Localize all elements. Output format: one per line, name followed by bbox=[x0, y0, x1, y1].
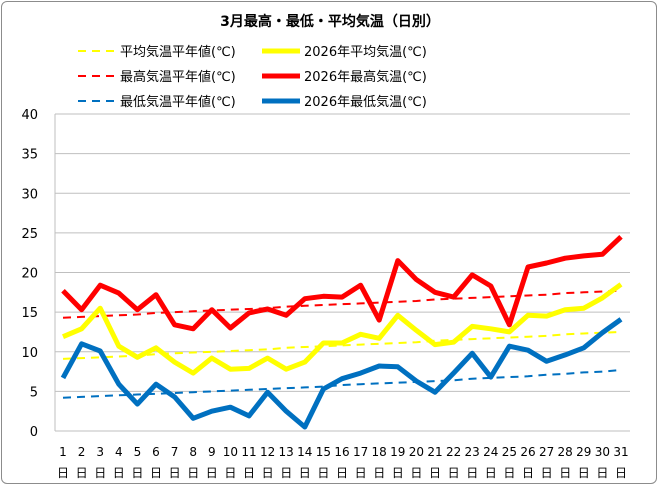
x-tick-label: 24 bbox=[483, 445, 498, 459]
x-tick-label: 26 bbox=[520, 445, 535, 459]
x-tick-label: 18 bbox=[372, 445, 387, 459]
x-tick-suffix: 日 bbox=[596, 466, 608, 480]
x-tick-label: 22 bbox=[446, 445, 461, 459]
x-tick-label: 10 bbox=[223, 445, 238, 459]
legend-label: 2026年最低気温(℃) bbox=[304, 94, 427, 110]
x-tick-suffix: 日 bbox=[280, 466, 292, 480]
x-tick-label: 8 bbox=[189, 445, 197, 459]
x-tick-suffix: 日 bbox=[448, 466, 460, 480]
series-line bbox=[62, 330, 622, 360]
x-tick-label: 6 bbox=[152, 445, 160, 459]
x-tick-label: 9 bbox=[208, 445, 216, 459]
y-tick-label: 20 bbox=[21, 267, 38, 282]
x-tick-label: 28 bbox=[558, 445, 573, 459]
series-line bbox=[61, 234, 623, 332]
y-tick-label: 15 bbox=[21, 306, 38, 321]
x-tick-suffix: 日 bbox=[392, 466, 404, 480]
x-tick-suffix: 日 bbox=[150, 466, 162, 480]
legend-label: 平均気温平年値(℃) bbox=[120, 44, 236, 60]
x-tick-suffix: 日 bbox=[187, 466, 199, 480]
x-tick-suffix: 日 bbox=[615, 466, 627, 480]
x-tick-suffix: 日 bbox=[522, 466, 534, 480]
x-tick-label: 21 bbox=[427, 445, 442, 459]
y-tick-label: 5 bbox=[30, 385, 38, 400]
x-tick-label: 19 bbox=[390, 445, 405, 459]
x-tick-suffix: 日 bbox=[429, 466, 441, 480]
x-tick-label: 29 bbox=[576, 445, 591, 459]
x-tick-label: 5 bbox=[134, 445, 142, 459]
x-tick-label: 16 bbox=[334, 445, 349, 459]
x-tick-label: 27 bbox=[539, 445, 554, 459]
x-tick-label: 1 bbox=[59, 445, 67, 459]
x-tick-suffix: 日 bbox=[541, 466, 553, 480]
y-tick-label: 30 bbox=[21, 187, 38, 202]
x-tick-label: 14 bbox=[297, 445, 312, 459]
chart-title: 3月最高・最低・平均気温（日別） bbox=[220, 13, 440, 30]
x-tick-suffix: 日 bbox=[485, 466, 497, 480]
x-tick-suffix: 日 bbox=[57, 466, 69, 480]
x-tick-suffix: 日 bbox=[373, 466, 385, 480]
x-tick-suffix: 日 bbox=[243, 466, 255, 480]
x-tick-label: 31 bbox=[613, 445, 628, 459]
x-tick-label: 15 bbox=[316, 445, 331, 459]
x-tick-label: 30 bbox=[595, 445, 610, 459]
x-tick-suffix: 日 bbox=[262, 466, 274, 480]
x-tick-label: 25 bbox=[502, 445, 517, 459]
legend-label: 2026年最高気温(℃) bbox=[304, 69, 427, 85]
x-tick-label: 20 bbox=[409, 445, 424, 459]
x-tick-suffix: 日 bbox=[503, 466, 515, 480]
legend-label: 最低気温平年値(℃) bbox=[120, 94, 236, 110]
y-tick-label: 10 bbox=[21, 346, 38, 361]
y-tick-label: 25 bbox=[21, 227, 38, 242]
x-tick-label: 11 bbox=[241, 445, 256, 459]
x-tick-suffix: 日 bbox=[206, 466, 218, 480]
x-tick-label: 3 bbox=[96, 445, 104, 459]
x-tick-suffix: 日 bbox=[336, 466, 348, 480]
y-tick-label: 40 bbox=[21, 108, 38, 123]
x-tick-suffix: 日 bbox=[169, 466, 181, 480]
y-tick-label: 0 bbox=[30, 425, 38, 440]
legend-label: 最高気温平年値(℃) bbox=[120, 69, 236, 85]
x-tick-suffix: 日 bbox=[224, 466, 236, 480]
x-tick-suffix: 日 bbox=[299, 466, 311, 480]
x-tick-suffix: 日 bbox=[559, 466, 571, 480]
x-tick-suffix: 日 bbox=[355, 466, 367, 480]
series-line bbox=[62, 289, 622, 319]
series-line bbox=[62, 369, 622, 399]
x-tick-suffix: 日 bbox=[578, 466, 590, 480]
x-tick-suffix: 日 bbox=[76, 466, 88, 480]
x-tick-suffix: 日 bbox=[466, 466, 478, 480]
x-tick-suffix: 日 bbox=[131, 466, 143, 480]
x-tick-label: 7 bbox=[171, 445, 179, 459]
x-tick-label: 23 bbox=[465, 445, 480, 459]
series-line bbox=[62, 282, 623, 376]
x-tick-label: 2 bbox=[78, 445, 86, 459]
x-tick-suffix: 日 bbox=[113, 466, 125, 480]
series-line bbox=[60, 317, 623, 430]
x-tick-label: 13 bbox=[279, 445, 294, 459]
x-tick-suffix: 日 bbox=[94, 466, 106, 480]
x-tick-label: 17 bbox=[353, 445, 368, 459]
x-tick-suffix: 日 bbox=[317, 466, 329, 480]
x-tick-suffix: 日 bbox=[410, 466, 422, 480]
x-tick-label: 4 bbox=[115, 445, 123, 459]
legend-label: 2026年平均気温(℃) bbox=[304, 44, 427, 60]
y-tick-label: 35 bbox=[21, 148, 38, 163]
x-tick-label: 12 bbox=[260, 445, 275, 459]
